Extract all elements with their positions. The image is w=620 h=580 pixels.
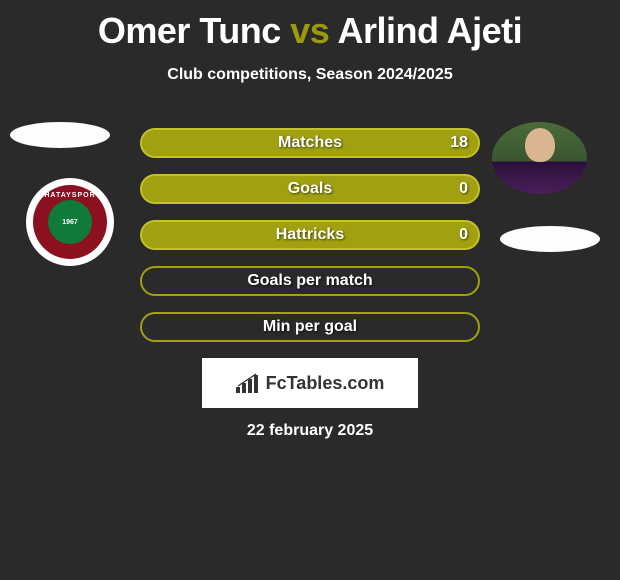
- stat-value-right: 0: [459, 180, 468, 198]
- player2-avatar: [492, 122, 587, 194]
- stat-value-right: 0: [459, 226, 468, 244]
- stat-bar-goals-per-match: Goals per match: [140, 266, 480, 296]
- player2-club-placeholder: [500, 226, 600, 252]
- page-title: Omer Tunc vs Arlind Ajeti: [0, 0, 620, 52]
- player2-photo: [492, 122, 587, 194]
- player1-avatar-placeholder: [10, 122, 110, 148]
- stat-bar-min-per-goal: Min per goal: [140, 312, 480, 342]
- stat-label: Hattricks: [276, 226, 344, 244]
- player2-head: [525, 128, 555, 162]
- title-player1: Omer Tunc: [98, 10, 281, 51]
- date-label: 22 february 2025: [0, 422, 620, 440]
- stat-label: Matches: [278, 134, 342, 152]
- hatayspor-badge-inner: HATAYSPOR 1967: [33, 185, 107, 259]
- stat-bar-goals: Goals 0: [140, 174, 480, 204]
- badge-year: 1967: [48, 200, 92, 244]
- title-vs: vs: [290, 10, 329, 51]
- stat-bar-matches: Matches 18: [140, 128, 480, 158]
- logo-text: FcTables.com: [266, 373, 385, 394]
- title-player2: Arlind Ajeti: [337, 10, 522, 51]
- stat-label: Min per goal: [263, 318, 357, 336]
- player1-club-badge: HATAYSPOR 1967: [26, 178, 114, 266]
- fctables-logo: FcTables.com: [202, 358, 418, 408]
- stat-label: Goals per match: [247, 272, 372, 290]
- stat-bar-hattricks: Hattricks 0: [140, 220, 480, 250]
- bars-icon: [236, 373, 260, 393]
- badge-text: HATAYSPOR: [44, 192, 95, 199]
- stat-value-right: 18: [450, 134, 468, 152]
- stat-label: Goals: [288, 180, 332, 198]
- subtitle: Club competitions, Season 2024/2025: [0, 66, 620, 84]
